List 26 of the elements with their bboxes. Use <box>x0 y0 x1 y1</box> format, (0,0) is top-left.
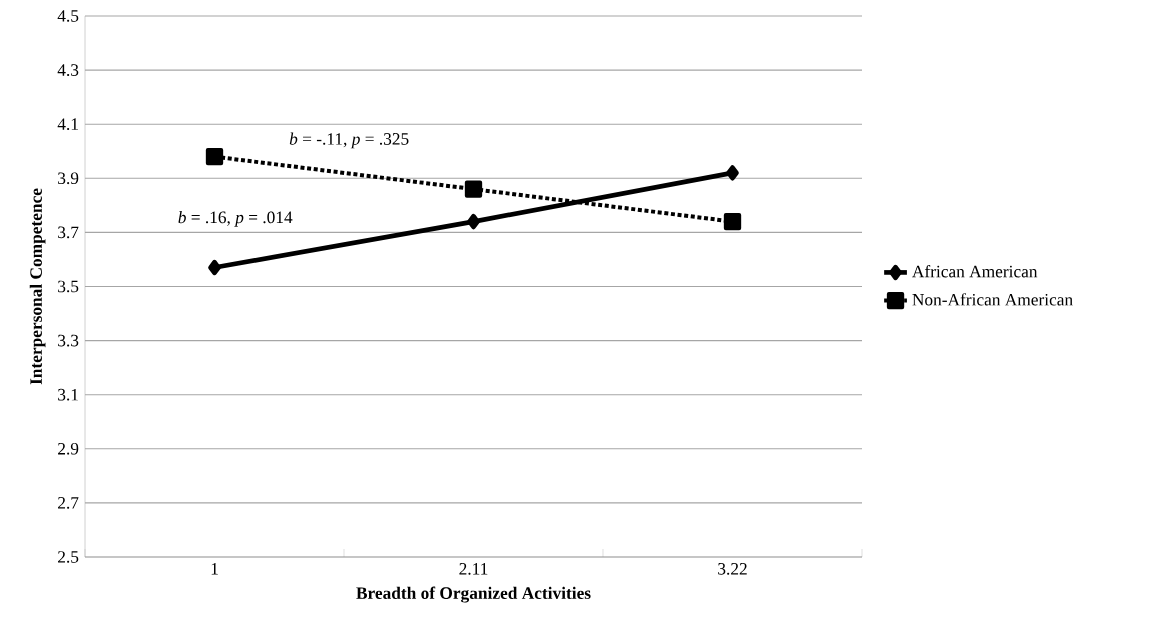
point <box>726 165 739 181</box>
y-tick-label: 2.5 <box>58 551 79 563</box>
y-tick-label: 4.3 <box>57 64 79 76</box>
y-tick-label: 3.5 <box>58 280 79 293</box>
point <box>467 213 480 230</box>
annotation: b = -.11, p = .325 <box>289 132 409 149</box>
y-tick-label: 2.7 <box>58 497 79 509</box>
legend-label: African American <box>912 265 1038 278</box>
legend-label: Non-African American <box>912 293 1073 306</box>
y-tick-label: 4.5 <box>57 10 79 22</box>
point <box>208 259 221 276</box>
x-axis-title: Breadth of Organized Activities <box>356 586 591 603</box>
y-tick-label: 3.1 <box>58 388 78 401</box>
y-tick-label: 3.7 <box>58 226 79 239</box>
annotation: b = .16, p = .014 <box>178 211 293 227</box>
y-tick-label: 3.9 <box>58 172 79 185</box>
x-tick-label: 3.22 <box>718 563 747 575</box>
y-tick-label: 2.9 <box>58 442 79 455</box>
y-tick-label: 4.1 <box>57 118 78 131</box>
point <box>464 180 483 198</box>
point <box>723 212 742 231</box>
y-axis-title: Interpersonal Competence <box>29 188 46 385</box>
y-tick-label: 3.3 <box>58 334 79 347</box>
x-tick-label: 1 <box>211 563 218 575</box>
x-tick-label: 2.11 <box>459 563 488 575</box>
point <box>205 147 224 166</box>
